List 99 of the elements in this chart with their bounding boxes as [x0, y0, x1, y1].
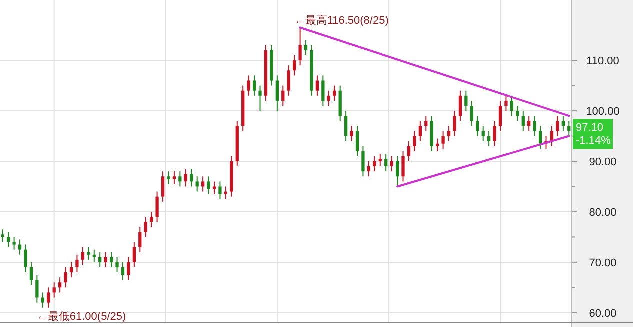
- candlestick: [516, 105, 520, 122]
- candlestick: [528, 116, 531, 132]
- candlestick: [424, 116, 428, 132]
- y-tick-label: 60.00: [589, 308, 617, 320]
- candlestick: [418, 120, 422, 142]
- candlestick: [58, 277, 62, 294]
- candlestick: [458, 90, 462, 122]
- candlestick: [316, 75, 320, 96]
- candlestick: [24, 244, 28, 274]
- candlestick: [201, 176, 205, 192]
- candlestick: [367, 161, 371, 178]
- candlestick: [453, 110, 456, 137]
- candlestick: [116, 256, 119, 274]
- candlestick: [362, 146, 365, 178]
- candlestick: [212, 181, 216, 195]
- candlestick: [247, 75, 250, 96]
- candlestick: [282, 85, 285, 106]
- candlestick: [7, 232, 10, 248]
- candlestick: [322, 75, 325, 106]
- candlestick: [373, 156, 376, 172]
- candlestick: [464, 90, 468, 112]
- candlestick: [407, 140, 411, 162]
- candlestick: [442, 130, 445, 150]
- candlestick: [498, 100, 502, 132]
- candlestick: [476, 116, 480, 137]
- candlestick: [167, 171, 170, 185]
- candlestick: [70, 262, 74, 278]
- candlestick: [218, 181, 222, 200]
- candlestick: [252, 75, 256, 96]
- candlestick: [207, 176, 210, 195]
- candlestick: [298, 27, 302, 66]
- candlestick: [510, 95, 514, 117]
- candlestick: [156, 191, 159, 223]
- candlestick: [493, 120, 496, 147]
- annotation: ←最低61.00(5/25): [36, 310, 126, 323]
- candlestick: [556, 116, 560, 137]
- y-tick-label: 100.00: [586, 106, 620, 118]
- candlestick: [522, 110, 525, 132]
- y-tick-label: 90.00: [589, 156, 617, 168]
- y-tick-label: 70.00: [589, 257, 617, 270]
- candlestick: [287, 65, 290, 96]
- y-tick-label: 80.00: [589, 206, 617, 219]
- candlestick: [196, 176, 199, 192]
- candlestick: [333, 85, 336, 102]
- candlestick: [76, 254, 79, 274]
- candlestick: [138, 226, 142, 253]
- candlestick: [36, 274, 39, 304]
- candlestick: [12, 236, 16, 250]
- candlestick: [436, 138, 440, 152]
- candlestick: [172, 171, 176, 185]
- candlestick: [327, 90, 330, 106]
- candlestick: [47, 287, 50, 308]
- price-tag: 97.10 -1.14%: [573, 119, 613, 150]
- candlestick: [132, 242, 136, 268]
- candlestick: [384, 153, 388, 172]
- candlestick: [184, 168, 188, 188]
- candlestick: [121, 262, 125, 281]
- candlestick: [178, 171, 182, 188]
- candlestick: [110, 252, 114, 268]
- candlestick: [144, 216, 148, 238]
- candlestick: [504, 95, 508, 112]
- candlestick: [18, 239, 22, 256]
- candlestick: [30, 262, 34, 286]
- candlestick: [98, 252, 102, 268]
- candlestick: [276, 75, 279, 112]
- candlestick: [390, 156, 394, 172]
- candlestick: [482, 126, 485, 142]
- candlestick: [87, 246, 90, 260]
- candlestick: [396, 156, 400, 188]
- candlestick: [378, 153, 382, 168]
- candlestick: [104, 252, 108, 268]
- candlestick: [304, 40, 308, 56]
- annotation: ←最高116.50(8/25): [294, 14, 389, 27]
- candlestick: [41, 292, 44, 308]
- candlestick: [293, 55, 296, 76]
- candlestick: [92, 249, 96, 263]
- candlestick: [190, 168, 194, 188]
- candlestick: [487, 130, 491, 147]
- candlestick: [356, 126, 360, 157]
- candlestick: [81, 246, 85, 266]
- candlestick: [533, 116, 536, 137]
- y-tick-label: 110.00: [586, 56, 620, 68]
- candlestick: [538, 126, 542, 150]
- candlestick: [258, 85, 262, 112]
- candlestick: [150, 211, 154, 228]
- candlestick: [52, 282, 56, 298]
- candlestick: [562, 116, 565, 132]
- candlestick: [344, 110, 348, 142]
- candlestick: [447, 126, 451, 142]
- candlestick: [224, 186, 228, 200]
- candlestick: [1, 229, 4, 243]
- candlestick: [413, 130, 416, 152]
- candlestick: [127, 256, 130, 281]
- candlestick: [161, 171, 165, 202]
- candlestick: [350, 126, 354, 142]
- candlestick: [470, 100, 474, 127]
- candlestick: [568, 120, 571, 137]
- candlestick: [64, 266, 68, 288]
- candlestick: [402, 150, 405, 182]
